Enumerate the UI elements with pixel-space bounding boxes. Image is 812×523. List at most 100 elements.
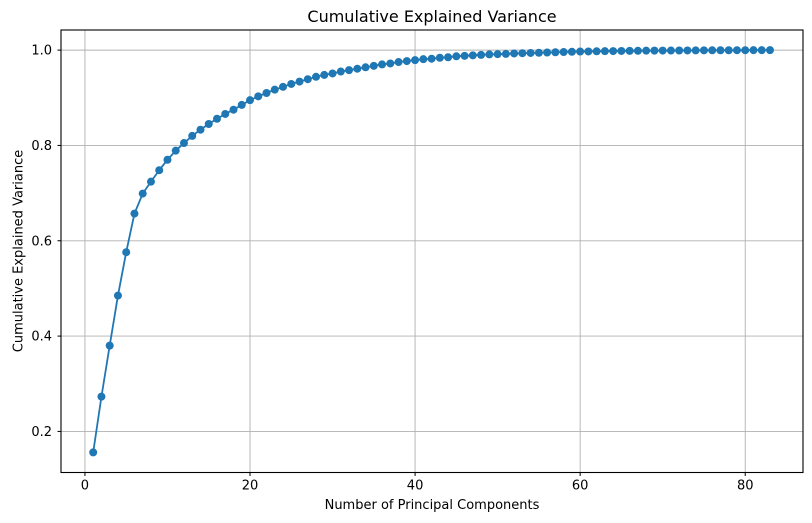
data-point-marker (146, 177, 155, 186)
y-tick-label: 0.6 (31, 234, 52, 249)
cumulative-variance-line (92, 49, 771, 454)
data-point-marker (130, 209, 139, 218)
data-point-marker (378, 60, 387, 69)
data-point-marker (708, 46, 717, 55)
data-point-marker (642, 46, 651, 55)
data-point-marker (534, 48, 543, 57)
data-point-marker (650, 46, 659, 55)
data-point-marker (328, 69, 337, 78)
data-point-marker (543, 48, 552, 57)
data-point-marker (617, 46, 626, 55)
data-point-marker (345, 66, 354, 75)
data-point-marker (600, 47, 609, 56)
data-point-marker (237, 100, 246, 109)
data-point-marker (287, 79, 296, 88)
data-point-marker (204, 119, 213, 128)
data-point-marker (716, 46, 725, 55)
data-point-marker (749, 46, 758, 55)
data-point-marker (254, 92, 263, 101)
chart-title: Cumulative Explained Variance (307, 7, 557, 26)
x-axis-label: Number of Principal Components (324, 498, 540, 513)
data-point-marker (452, 52, 461, 61)
data-point-marker (353, 64, 362, 73)
data-point-marker (369, 61, 378, 70)
data-point-marker (633, 46, 642, 55)
data-point-marker (609, 47, 618, 56)
data-point-marker (444, 53, 453, 62)
data-point-marker (229, 105, 238, 114)
y-tick-label: 1.0 (31, 44, 52, 59)
data-point-marker (97, 392, 106, 401)
data-point-marker (295, 77, 304, 86)
x-tick-label: 20 (242, 479, 259, 494)
data-point-marker (411, 56, 420, 65)
x-tick-label: 80 (737, 479, 754, 494)
data-point-marker (246, 96, 255, 105)
data-point-marker (584, 47, 593, 56)
data-point-marker (460, 51, 469, 60)
data-point-marker (262, 89, 271, 98)
data-point-marker (163, 155, 172, 164)
x-tick-label: 40 (407, 479, 424, 494)
data-point-marker (592, 47, 601, 56)
data-point-marker (138, 189, 147, 198)
data-point-marker (361, 63, 370, 72)
data-point-marker (732, 46, 741, 55)
data-point-marker (270, 85, 279, 94)
data-point-marker (741, 46, 750, 55)
data-point-marker (435, 53, 444, 62)
data-point-marker (303, 75, 312, 84)
data-point-marker (320, 70, 329, 79)
data-point-marker (757, 46, 766, 55)
data-point-marker (394, 58, 403, 67)
data-point-marker (675, 46, 684, 55)
data-point-marker (510, 49, 519, 58)
data-point-marker (625, 46, 634, 55)
data-point-marker (468, 51, 477, 60)
data-point-marker (485, 50, 494, 59)
y-tick-label: 0.4 (31, 330, 52, 345)
data-point-marker (567, 47, 576, 56)
y-tick-label: 0.8 (31, 139, 52, 154)
data-point-marker (188, 131, 197, 140)
data-point-marker (691, 46, 700, 55)
data-point-marker (122, 248, 131, 257)
data-point-marker (386, 59, 395, 68)
data-point-marker (518, 49, 527, 58)
data-point-marker (113, 291, 122, 300)
axes-spines (60, 29, 804, 474)
data-point-marker (551, 48, 560, 57)
data-point-marker (427, 54, 436, 63)
data-point-marker (336, 67, 345, 76)
data-point-marker (576, 47, 585, 56)
data-point-marker (699, 46, 708, 55)
x-tick-label: 0 (81, 479, 89, 494)
data-point-marker (526, 48, 535, 57)
y-tick-label: 0.2 (31, 425, 52, 440)
data-point-marker (179, 139, 188, 148)
data-point-marker (658, 46, 667, 55)
data-point-marker (724, 46, 733, 55)
data-point-marker (279, 82, 288, 91)
data-point-marker (196, 125, 205, 134)
data-point-marker (559, 48, 568, 57)
data-point-marker (221, 109, 230, 118)
x-tick-label: 60 (572, 479, 589, 494)
data-point-marker (402, 57, 411, 66)
data-point-marker (155, 166, 164, 175)
data-point-marker (501, 49, 510, 58)
data-point-marker (89, 448, 98, 457)
data-point-marker (477, 50, 486, 59)
data-point-marker (105, 341, 114, 350)
data-point-marker (666, 46, 675, 55)
data-point-marker (171, 146, 180, 155)
data-point-marker (212, 114, 221, 123)
y-axis-label: Cumulative Explained Variance (11, 149, 27, 353)
data-point-marker (419, 55, 428, 64)
data-point-marker (765, 46, 774, 55)
data-point-marker (683, 46, 692, 55)
data-point-marker (312, 72, 321, 81)
data-point-marker (493, 50, 502, 59)
